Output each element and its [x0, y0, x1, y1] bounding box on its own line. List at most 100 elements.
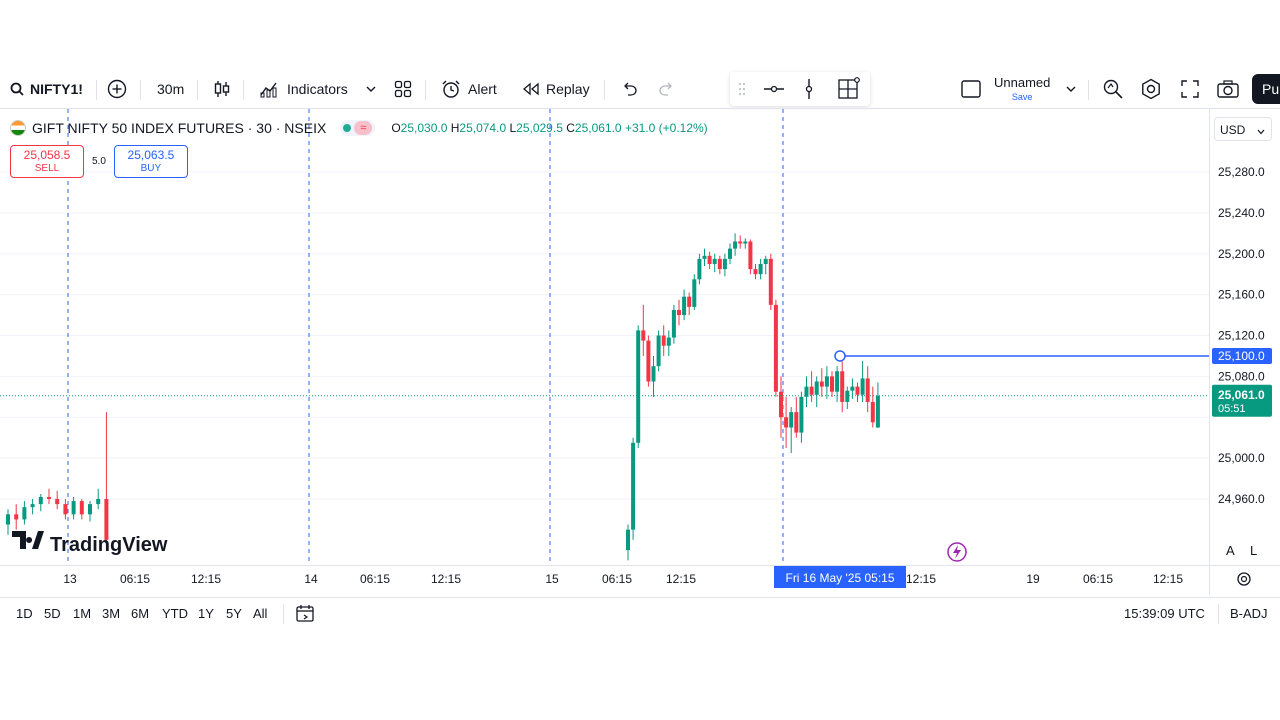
- range-1y[interactable]: 1Y: [198, 606, 214, 621]
- layout-name-button[interactable]: Unnamed Save: [994, 76, 1050, 104]
- snapshot-button[interactable]: [1216, 72, 1240, 106]
- candle-body: [636, 330, 641, 443]
- indicators-dropdown[interactable]: [366, 72, 376, 106]
- candle-body: [779, 391, 783, 418]
- range-ytd[interactable]: YTD: [162, 606, 188, 621]
- candle-body: [104, 499, 109, 540]
- candle-body: [646, 340, 651, 382]
- candle-body: [830, 376, 834, 392]
- sell-price: 25,058.5: [23, 148, 71, 162]
- chevron-down-icon: [1066, 85, 1076, 93]
- candle-body: [63, 504, 68, 515]
- price-tick-label: 25,280.0: [1218, 165, 1265, 179]
- publish-label: Pu: [1262, 81, 1280, 97]
- range-6m[interactable]: 6M: [131, 606, 150, 621]
- range-all[interactable]: All: [253, 606, 268, 621]
- chart-area[interactable]: 25,280.0 25,240.0 25,200.0 25,160.0 25,120.0…: [0, 108, 1280, 595]
- candle-body: [850, 386, 855, 391]
- adjustment-toggle[interactable]: B-ADJ: [1230, 606, 1268, 621]
- settings-button[interactable]: [1140, 72, 1162, 106]
- range-1d[interactable]: 1D: [16, 606, 33, 621]
- gear-icon: [1140, 78, 1162, 100]
- alert-label: Alert: [468, 81, 497, 97]
- buy-button[interactable]: 25,063.5 BUY: [113, 145, 188, 178]
- candle-body: [22, 507, 27, 520]
- time-tick-label: 06:15: [602, 572, 632, 586]
- divider: [283, 604, 284, 624]
- candle-body: [38, 496, 43, 505]
- candle-body: [814, 381, 819, 395]
- publish-button[interactable]: Pu: [1252, 74, 1280, 104]
- time-tick-label: 12:15: [431, 572, 461, 586]
- auto-scale-button[interactable]: A: [1226, 543, 1235, 558]
- templates-button[interactable]: [394, 72, 412, 106]
- fullscreen-button[interactable]: [1180, 72, 1200, 106]
- goto-date-button[interactable]: [295, 603, 315, 626]
- wave-icon: ≈: [354, 121, 373, 135]
- sell-button[interactable]: 25,058.5 SELL: [10, 145, 84, 178]
- candle-body: [651, 366, 656, 382]
- candle-body: [763, 258, 768, 264]
- time-tick-label: 15: [545, 572, 559, 586]
- vertical-line-icon[interactable]: [803, 78, 815, 100]
- clock-timezone[interactable]: 15:39:09 UTC: [1124, 606, 1205, 621]
- candle-body: [738, 241, 743, 244]
- quick-search-button[interactable]: [1102, 72, 1124, 106]
- cross-line-icon[interactable]: [837, 76, 861, 102]
- range-5y[interactable]: 5Y: [226, 606, 242, 621]
- market-status-pill[interactable]: ≈: [340, 120, 376, 136]
- trade-buttons: 25,058.5 SELL 5.0 25,063.5 BUY: [10, 145, 188, 178]
- candle-body: [671, 309, 676, 338]
- series-title: GIFT NIFTY 50 INDEX FUTURES · 30 · NSEIX: [32, 120, 327, 136]
- horizontal-line-icon[interactable]: [763, 80, 785, 98]
- time-tick-label: 12:15: [191, 572, 221, 586]
- indicators-button[interactable]: Indicators: [259, 72, 348, 106]
- redo-button[interactable]: [658, 72, 676, 106]
- divider: [1088, 80, 1089, 100]
- plus-circle-icon: [107, 79, 127, 99]
- chevron-down-icon: [1257, 124, 1265, 138]
- candle-body: [707, 255, 712, 264]
- interval-button[interactable]: 30m: [157, 72, 184, 106]
- replay-button[interactable]: Replay: [522, 72, 590, 106]
- calendar-icon: [295, 605, 315, 626]
- gear-hub: [1240, 575, 1248, 583]
- candles-icon: [213, 79, 231, 99]
- price-change: +31.0 (+0.12%): [624, 121, 708, 135]
- candle-body: [717, 258, 722, 270]
- tradingview-wordmark: TradingView: [50, 534, 168, 556]
- divider: [425, 80, 426, 100]
- candle-body: [835, 371, 840, 392]
- layout-dropdown[interactable]: [1066, 72, 1076, 106]
- compare-button[interactable]: [107, 72, 127, 106]
- alert-price-label-bg: [1212, 347, 1272, 364]
- alert-button[interactable]: Alert: [440, 72, 497, 106]
- axis-settings-icon[interactable]: [1237, 572, 1251, 586]
- layout-toggle-button[interactable]: [960, 72, 982, 106]
- candle-body: [875, 395, 880, 428]
- symbol-search-button[interactable]: NIFTY1!: [10, 72, 83, 106]
- candle-body: [743, 241, 748, 244]
- range-5d[interactable]: 5D: [44, 606, 61, 621]
- chart-type-button[interactable]: [213, 72, 231, 106]
- gear-ring: [1237, 572, 1251, 586]
- price-chart[interactable]: 25,280.0 25,240.0 25,200.0 25,160.0 25,120.0…: [0, 109, 1280, 595]
- candle-body: [758, 263, 763, 275]
- interval-label: 30m: [157, 81, 185, 97]
- time-tick-label: 14: [304, 572, 318, 586]
- currency-select[interactable]: USD: [1214, 117, 1272, 141]
- candle-body: [697, 258, 702, 280]
- indicators-icon: [259, 79, 281, 99]
- undo-button[interactable]: [620, 72, 638, 106]
- market-open-dot: [343, 124, 352, 132]
- price-tick-label: 25,240.0: [1218, 206, 1265, 220]
- candle-body: [631, 442, 636, 530]
- replay-icon: [522, 82, 540, 96]
- range-1m[interactable]: 1M: [73, 606, 92, 621]
- candle-body: [96, 499, 101, 505]
- price-tick-label: 25,200.0: [1218, 247, 1265, 261]
- redo-icon: [658, 82, 676, 96]
- drag-handle-icon[interactable]: [738, 81, 746, 97]
- log-scale-button[interactable]: L: [1250, 543, 1257, 558]
- range-3m[interactable]: 3M: [102, 606, 121, 621]
